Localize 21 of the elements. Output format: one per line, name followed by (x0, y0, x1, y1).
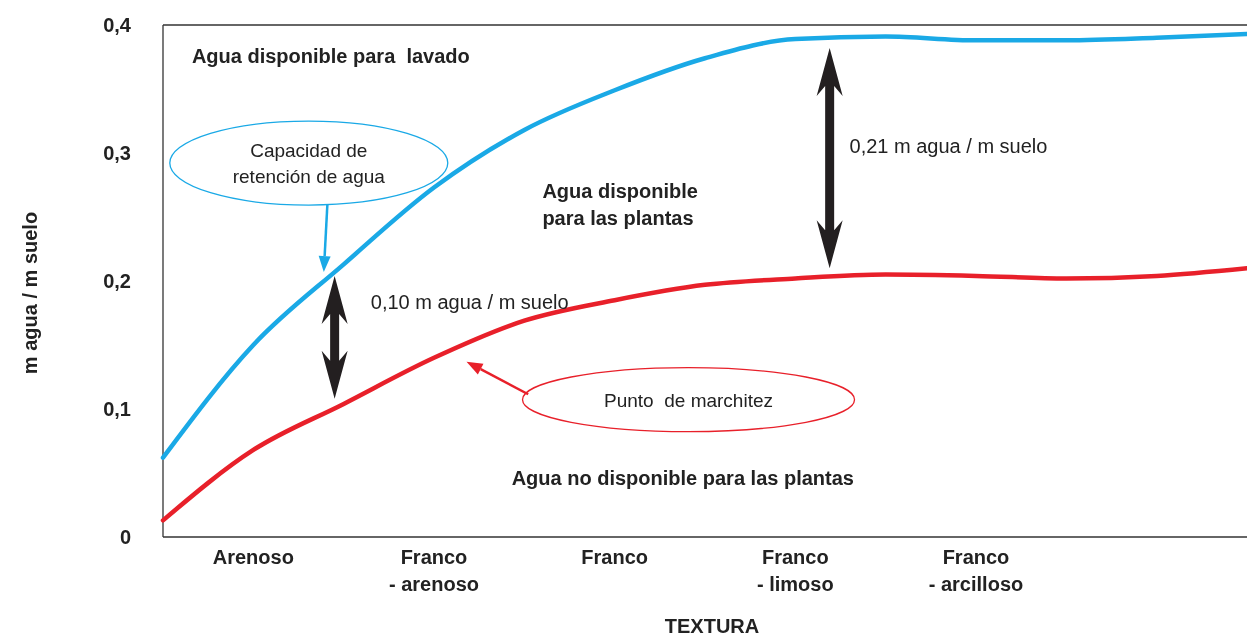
line-series (160, 31, 1247, 460)
y-tick-label: 0,1 (103, 398, 131, 420)
y-tick-label: 0,4 (103, 14, 132, 36)
x-axis-title: TEXTURA (664, 615, 760, 637)
x-tick-label: Franco - arenoso (388, 546, 480, 595)
x-tick-label: Arenoso (212, 546, 294, 568)
annotation: Agua disponible para las plantas (542, 179, 698, 229)
annotation: Punto de marchitez (604, 389, 774, 411)
line-series (160, 265, 1247, 523)
x-tick-label: Franco - limoso (757, 546, 834, 595)
y-axis-title: m agua / m suelo (19, 211, 41, 375)
x-tick-label: Franco (581, 546, 649, 568)
annotation: Agua no disponible para las plantas (511, 466, 854, 489)
annotation: 0,21 m agua / m suelo (849, 135, 1048, 157)
annotation: 0,10 m agua / m suelo (370, 291, 569, 314)
y-tick-label: 0,2 (103, 270, 131, 292)
y-tick-label: 0,3 (103, 142, 131, 164)
annotation: Capacidad de retención de agua (232, 140, 386, 187)
x-tick-label: Franco - arcilloso (928, 546, 1024, 595)
y-tick-label: 0 (119, 526, 131, 548)
annotation: Agua disponible para lavado (191, 45, 470, 68)
